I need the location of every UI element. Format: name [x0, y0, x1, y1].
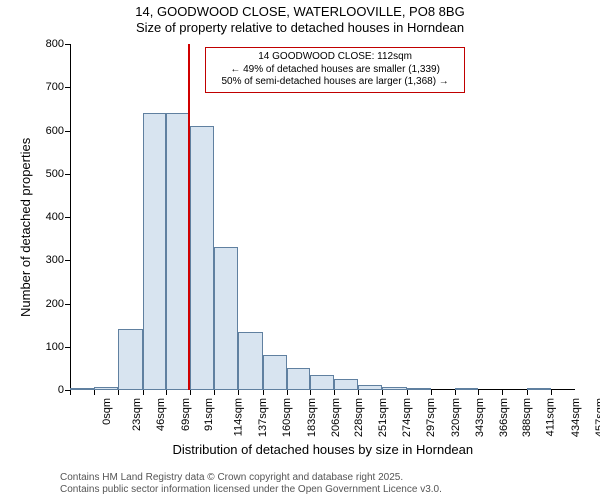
x-tick-mark [238, 390, 239, 395]
x-tick-label: 183sqm [306, 398, 318, 437]
x-tick-label: 457sqm [594, 398, 600, 437]
x-tick-mark [70, 390, 71, 395]
y-axis-label: Number of detached properties [18, 138, 33, 317]
histogram-bar [358, 385, 382, 390]
y-tick-mark [65, 304, 70, 305]
y-tick-mark [65, 347, 70, 348]
y-tick-label: 500 [30, 168, 64, 180]
y-tick-label: 700 [30, 81, 64, 93]
x-tick-label: 228sqm [353, 398, 365, 437]
x-tick-label: 160sqm [281, 398, 293, 437]
histogram-bar [407, 388, 431, 390]
y-tick-label: 300 [30, 254, 64, 266]
x-tick-label: 297sqm [426, 398, 438, 437]
histogram-bar [334, 379, 358, 390]
x-tick-label: 0sqm [101, 398, 113, 425]
histogram-bar [527, 388, 551, 390]
histogram-bar [455, 388, 478, 390]
annotation-line2: ← 49% of detached houses are smaller (1,… [212, 64, 458, 77]
histogram-bar [190, 126, 214, 390]
histogram-bar [214, 247, 238, 390]
x-tick-mark [166, 390, 167, 395]
bars-layer [70, 44, 575, 390]
y-tick-label: 100 [30, 341, 64, 353]
x-tick-mark [431, 390, 432, 395]
histogram-bar [166, 113, 190, 390]
y-tick-mark [65, 260, 70, 261]
x-tick-mark [190, 390, 191, 395]
x-tick-label: 434sqm [570, 398, 582, 437]
histogram-bar [94, 387, 118, 390]
y-tick-mark [65, 217, 70, 218]
x-tick-mark [478, 390, 479, 395]
x-tick-label: 137sqm [257, 398, 269, 437]
y-tick-label: 600 [30, 125, 64, 137]
x-tick-label: 91sqm [203, 398, 215, 431]
annotation-box: 14 GOODWOOD CLOSE: 112sqm ← 49% of detac… [205, 47, 465, 93]
chart-title-desc: Size of property relative to detached ho… [0, 20, 600, 35]
x-tick-mark [502, 390, 503, 395]
y-tick-mark [65, 87, 70, 88]
histogram-bar [238, 332, 262, 390]
x-tick-mark [263, 390, 264, 395]
x-tick-mark [334, 390, 335, 395]
x-tick-label: 114sqm [232, 398, 244, 436]
footer-attribution: Contains HM Land Registry data © Crown c… [60, 472, 442, 496]
x-axis-label: Distribution of detached houses by size … [173, 442, 474, 457]
x-tick-label: 251sqm [377, 398, 389, 437]
x-tick-label: 343sqm [474, 398, 486, 437]
x-tick-mark [527, 390, 528, 395]
footer-line2: Contains public sector information licen… [60, 484, 442, 496]
x-tick-mark [310, 390, 311, 395]
chart-title-address: 14, GOODWOOD CLOSE, WATERLOOVILLE, PO8 8… [0, 4, 600, 19]
x-tick-mark [551, 390, 552, 395]
y-tick-mark [65, 174, 70, 175]
property-size-histogram: 14, GOODWOOD CLOSE, WATERLOOVILLE, PO8 8… [0, 0, 600, 500]
subject-property-line [188, 44, 190, 390]
x-tick-mark [214, 390, 215, 395]
x-tick-label: 274sqm [401, 398, 413, 437]
y-tick-label: 200 [30, 298, 64, 310]
x-tick-mark [407, 390, 408, 395]
x-tick-label: 46sqm [155, 398, 167, 431]
histogram-bar [382, 387, 406, 390]
histogram-bar [118, 329, 142, 390]
y-tick-mark [65, 44, 70, 45]
y-tick-label: 400 [30, 211, 64, 223]
histogram-bar [263, 355, 287, 390]
plot-area: 14 GOODWOOD CLOSE: 112sqm ← 49% of detac… [70, 44, 575, 390]
x-tick-label: 366sqm [498, 398, 510, 437]
x-tick-mark [94, 390, 95, 395]
x-tick-label: 320sqm [450, 398, 462, 437]
x-tick-label: 388sqm [521, 398, 533, 437]
footer-line1: Contains HM Land Registry data © Crown c… [60, 472, 442, 484]
x-tick-mark [455, 390, 456, 395]
annotation-line1: 14 GOODWOOD CLOSE: 112sqm [212, 51, 458, 64]
y-tick-label: 0 [30, 384, 64, 396]
x-tick-mark [118, 390, 119, 395]
x-tick-mark [143, 390, 144, 395]
y-tick-mark [65, 131, 70, 132]
x-tick-mark [382, 390, 383, 395]
x-tick-mark [358, 390, 359, 395]
chart-title-block: 14, GOODWOOD CLOSE, WATERLOOVILLE, PO8 8… [0, 4, 600, 35]
annotation-line3: 50% of semi-detached houses are larger (… [212, 76, 458, 89]
histogram-bar [70, 388, 94, 390]
x-tick-label: 206sqm [330, 398, 342, 437]
x-tick-label: 69sqm [180, 398, 192, 431]
x-tick-mark [287, 390, 288, 395]
histogram-bar [143, 113, 166, 390]
x-tick-label: 411sqm [545, 398, 557, 436]
histogram-bar [287, 368, 310, 390]
x-tick-label: 23sqm [131, 398, 143, 431]
y-tick-label: 800 [30, 38, 64, 50]
histogram-bar [310, 375, 334, 390]
